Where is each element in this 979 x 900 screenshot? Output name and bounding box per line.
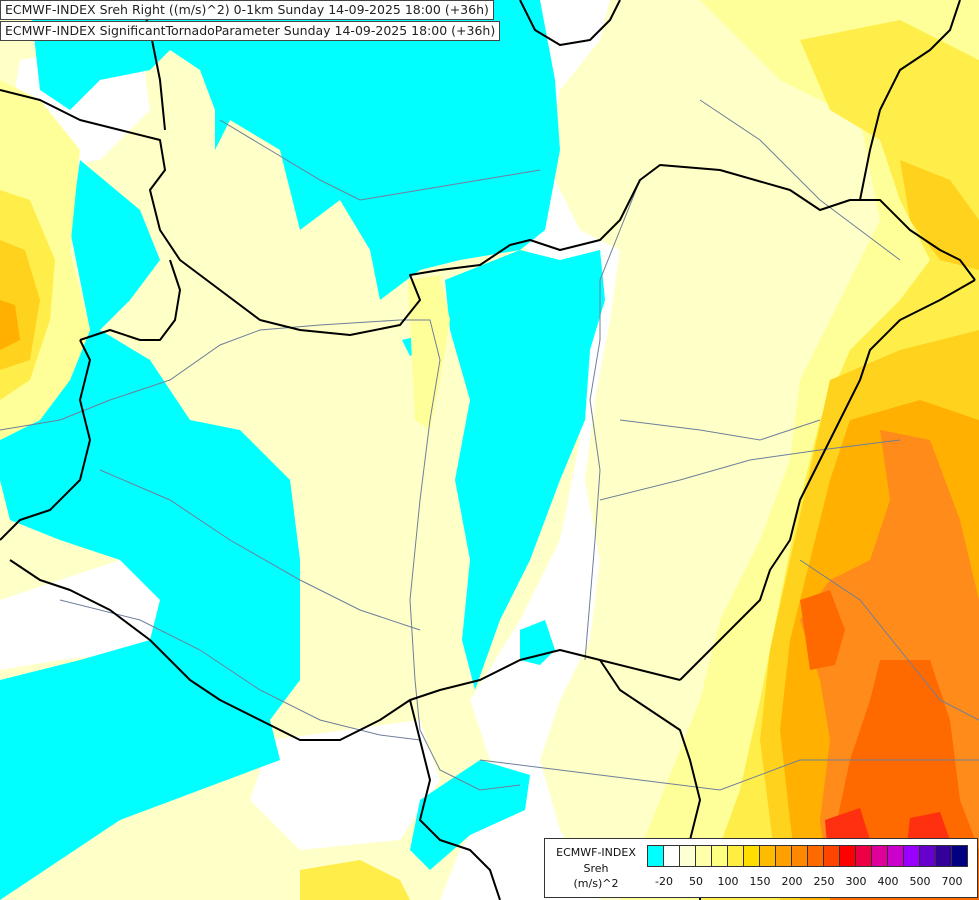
- border-south-ii: [409, 699, 501, 900]
- river-tisza: [584, 179, 641, 661]
- legend-tick-label: -20: [655, 875, 673, 888]
- legend-swatch: [952, 845, 968, 867]
- field-amber-west: [0, 300, 20, 350]
- legend-swatch: [776, 845, 792, 867]
- border-west-ii: [0, 339, 91, 541]
- legend-tick-label: 50: [689, 875, 703, 888]
- legend-swatch: [856, 845, 872, 867]
- border-west: [79, 259, 181, 341]
- field-white-south: [250, 720, 440, 850]
- legend-swatch: [824, 845, 840, 867]
- legend-swatch: [888, 845, 904, 867]
- legend-swatch: [728, 845, 744, 867]
- rivers: [0, 99, 979, 791]
- field-cyan-west: [0, 160, 300, 900]
- legend-swatch: [920, 845, 936, 867]
- legend-swatch: [696, 845, 712, 867]
- legend-color-bar: [647, 845, 968, 867]
- legend-unit-label: (m/s)^2: [573, 877, 619, 890]
- border-north: [0, 89, 976, 336]
- legend-swatch: [744, 845, 760, 867]
- map-title-line-1: ECMWF-INDEX Sreh Right ((m/s)^2) 0-1km S…: [0, 0, 494, 20]
- river-olt: [799, 559, 979, 721]
- legend-swatch: [840, 845, 856, 867]
- river-mures: [599, 439, 901, 501]
- field-cyan-center: [445, 250, 605, 690]
- river-ne: [699, 99, 901, 261]
- river-sava: [59, 599, 421, 741]
- legend-ticks: -20 50 100 150 200 250 300 400 500 700: [647, 875, 977, 891]
- field-deep-east2: [800, 590, 845, 670]
- legend-tick-label: 300: [845, 875, 867, 888]
- legend-swatch: [760, 845, 776, 867]
- legend-tick-label: 400: [877, 875, 899, 888]
- legend: ECMWF-INDEX Sreh (m/s)^2 -20 50 100 150 200 2…: [544, 838, 978, 898]
- legend-tick-label: 250: [813, 875, 835, 888]
- river-north: [219, 119, 541, 201]
- legend-swatch: [872, 845, 888, 867]
- legend-swatch: [664, 845, 680, 867]
- legend-tick-label: 700: [941, 875, 963, 888]
- legend-swatch: [648, 845, 664, 867]
- legend-source-label: ECMWF-INDEX: [556, 846, 636, 859]
- field-light-ribbon: [408, 275, 450, 430]
- river-south: [479, 759, 979, 791]
- river-drava: [99, 469, 421, 631]
- legend-swatch: [712, 845, 728, 867]
- legend-swatch: [808, 845, 824, 867]
- border-east: [679, 279, 976, 681]
- legend-swatch: [904, 845, 920, 867]
- legend-parameter-label: Sreh: [583, 862, 609, 875]
- map-title-line-2: ECMWF-INDEX SignificantTornadoParameter …: [0, 21, 501, 41]
- field-white-west: [0, 560, 170, 670]
- field-gold-ne: [900, 160, 979, 270]
- legend-tick-label: 500: [909, 875, 931, 888]
- legend-swatch: [792, 845, 808, 867]
- field-white-zone: [440, 0, 620, 900]
- legend-swatch: [936, 845, 952, 867]
- river-danube: [0, 319, 521, 791]
- river-east-branch: [619, 419, 821, 441]
- border-ne: [859, 0, 961, 201]
- border-north-ii: [519, 0, 621, 46]
- border-south: [9, 559, 681, 741]
- legend-tick-label: 150: [749, 875, 771, 888]
- legend-tick-label: 200: [781, 875, 803, 888]
- legend-tick-label: 100: [717, 875, 739, 888]
- field-yellow-sw: [300, 860, 410, 900]
- legend-swatch: [680, 845, 696, 867]
- field-cyan-north: [30, 0, 560, 300]
